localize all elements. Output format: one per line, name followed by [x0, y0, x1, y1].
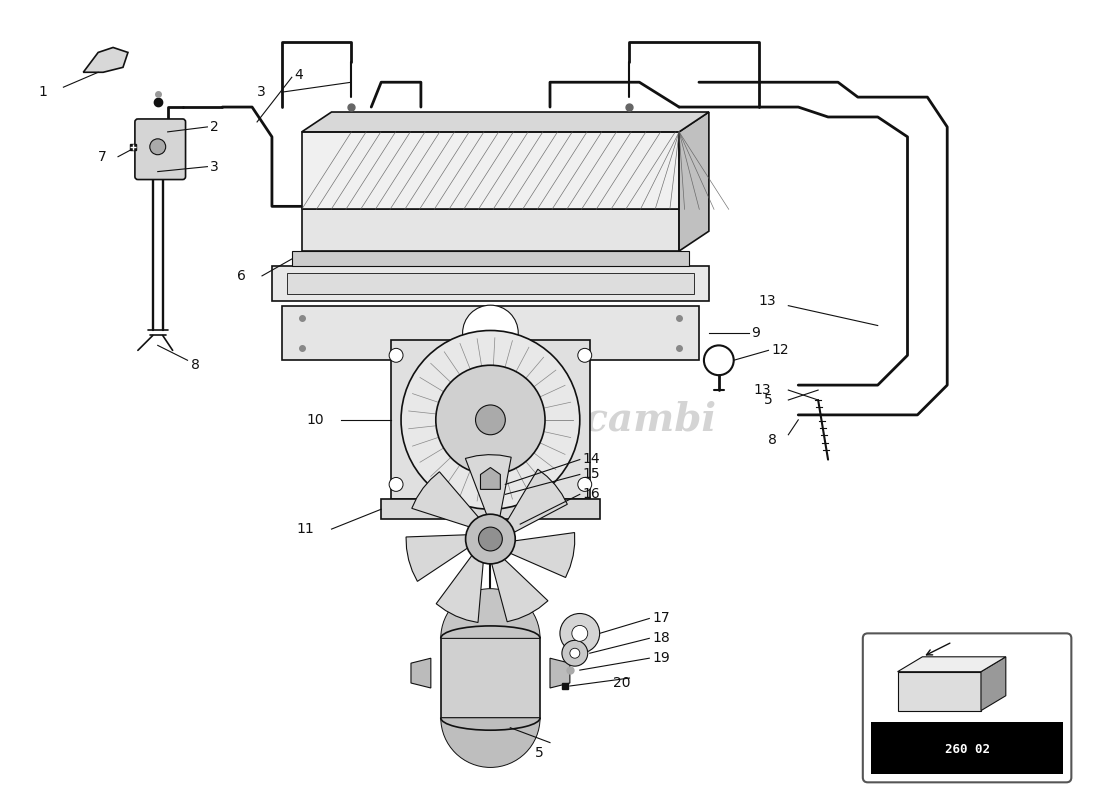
Text: 12: 12 [771, 343, 789, 358]
Polygon shape [505, 469, 568, 534]
Text: 7: 7 [98, 150, 107, 164]
Polygon shape [491, 556, 548, 622]
Text: 11: 11 [297, 522, 315, 536]
Polygon shape [481, 467, 500, 490]
Text: 20: 20 [613, 676, 630, 690]
Text: 19: 19 [652, 651, 670, 665]
Circle shape [560, 614, 600, 654]
Bar [441, 638, 540, 718]
Text: 8: 8 [190, 358, 199, 372]
Polygon shape [898, 657, 1005, 672]
Text: 260 02: 260 02 [945, 743, 990, 756]
Polygon shape [981, 657, 1005, 710]
Text: 14: 14 [583, 451, 601, 466]
Bar [301, 210, 679, 251]
Polygon shape [465, 454, 512, 521]
Bar [282, 306, 698, 360]
Polygon shape [898, 672, 981, 710]
Polygon shape [411, 472, 482, 528]
Text: 18: 18 [652, 631, 670, 646]
Circle shape [478, 527, 503, 551]
Text: 2: 2 [210, 120, 219, 134]
Polygon shape [84, 47, 128, 72]
FancyBboxPatch shape [135, 119, 186, 179]
Circle shape [562, 640, 587, 666]
Bar [871, 722, 1064, 774]
Circle shape [578, 478, 592, 491]
Polygon shape [411, 658, 431, 688]
Text: 16: 16 [583, 487, 601, 502]
Text: euro: euro [451, 401, 550, 439]
Text: 5: 5 [535, 746, 543, 759]
Circle shape [475, 405, 505, 434]
Bar [292, 251, 689, 266]
Text: 5: 5 [763, 393, 772, 407]
Polygon shape [301, 112, 708, 132]
Circle shape [389, 348, 403, 362]
Text: ricambi: ricambi [550, 401, 717, 439]
Wedge shape [441, 718, 540, 767]
Circle shape [570, 648, 580, 658]
Text: 9: 9 [751, 326, 760, 340]
Bar [301, 132, 679, 210]
Polygon shape [437, 551, 484, 622]
Text: 6: 6 [238, 269, 246, 283]
Circle shape [150, 139, 166, 154]
Bar [272, 266, 708, 301]
Text: 15: 15 [583, 467, 601, 482]
Text: 3: 3 [210, 160, 219, 174]
Circle shape [463, 305, 518, 361]
Circle shape [578, 348, 592, 362]
Text: 4: 4 [295, 68, 304, 82]
Circle shape [402, 330, 580, 510]
Bar [392, 341, 590, 499]
Polygon shape [406, 534, 472, 582]
Circle shape [436, 366, 544, 474]
Polygon shape [550, 658, 570, 688]
Circle shape [572, 626, 587, 642]
Text: 3: 3 [257, 85, 266, 99]
Circle shape [389, 478, 403, 491]
Polygon shape [506, 533, 574, 578]
Text: 1: 1 [39, 85, 47, 99]
Wedge shape [441, 589, 540, 638]
Text: 8: 8 [769, 433, 778, 446]
Text: 13: 13 [759, 294, 777, 308]
Bar [382, 499, 600, 519]
Circle shape [465, 514, 515, 564]
FancyBboxPatch shape [862, 634, 1071, 782]
Polygon shape [679, 112, 708, 251]
Bar [287, 273, 694, 294]
Text: 13: 13 [754, 383, 771, 397]
Text: 17: 17 [652, 611, 670, 626]
Text: 10: 10 [307, 413, 324, 427]
